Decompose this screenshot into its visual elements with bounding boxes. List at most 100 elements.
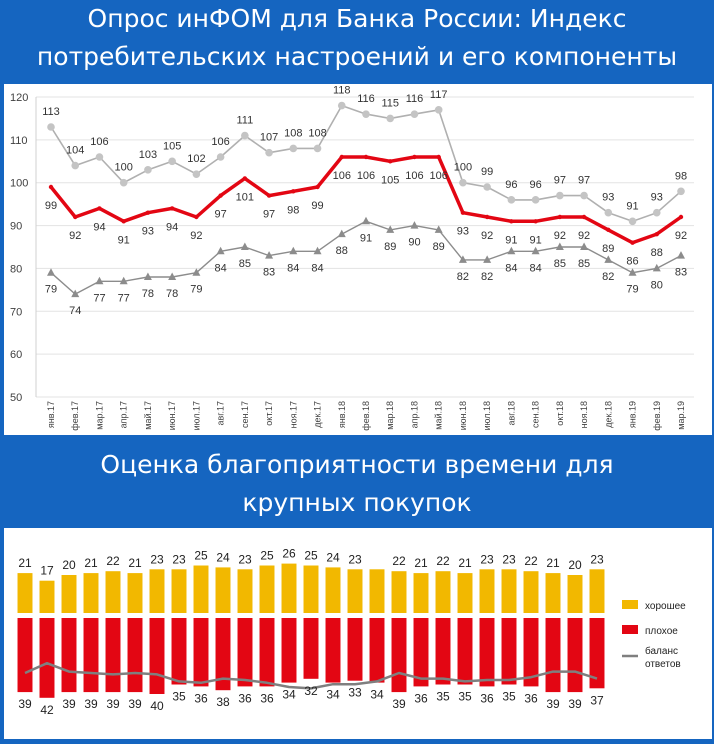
upper-series-value-label: 104 [66,145,84,157]
y-tick-label: 60 [10,349,22,361]
lower-series-point [677,251,685,259]
index-series-point [73,214,78,220]
upper-series-point [71,161,80,170]
good-value-label: 17 [40,564,54,578]
lower-series-value-label: 89 [384,241,396,253]
good-bar [215,567,231,613]
bad-bar [369,618,385,683]
bad-bar [193,618,209,687]
index-series-point [145,210,151,215]
lower-series-value-label: 78 [142,288,154,300]
chart2-legend: хорошее плохое баланс ответов [622,600,686,670]
good-bar [259,565,275,613]
upper-series-point [628,217,637,226]
index-series-value-label: 106 [405,170,423,182]
legend-good-swatch [622,600,638,609]
upper-series-point [386,114,395,123]
bad-bar [523,618,539,687]
chart1-gridlines [35,96,694,398]
upper-series-point [337,101,346,110]
bad-value-label: 36 [524,691,538,705]
lower-series-point [265,251,274,259]
index-series-value-label: 92 [578,230,590,242]
y-tick-label: 100 [10,178,28,190]
good-value-label: 22 [392,554,406,568]
upper-series-value-label: 105 [163,140,181,152]
bad-bar [39,618,55,698]
index-series-point [412,154,417,160]
x-tick-label: сен.17 [240,401,250,428]
x-tick-label: фев.17 [70,401,80,431]
bad-bar [171,618,187,685]
good-bar [237,569,253,613]
lower-series-point [168,272,177,280]
index-series-point [169,206,175,211]
lower-series-value-label: 77 [118,292,130,304]
bad-value-label: 39 [546,697,560,711]
upper-series-point [556,191,564,200]
good-bar [281,563,297,613]
bad-bar [567,618,583,693]
index-series-point [460,210,466,215]
index-series-point [436,154,441,160]
bad-bar [61,618,77,693]
index-series-value-label: 92 [675,230,687,242]
big-purchases-chart: 39 42 39 39 39 39 40 35 36 38 36 36 34 32 34 33 34 39 36 35… [17,547,686,717]
index-series-point [291,189,296,194]
upper-series-point [604,208,613,217]
index-series-value-label: 93 [142,226,154,238]
x-tick-label: апр.17 [119,401,129,428]
index-series-value-label: 91 [118,234,130,246]
x-tick-label: июл.17 [191,401,201,430]
upper-series-point [459,178,467,187]
x-tick-label: окт.18 [555,401,565,426]
index-series-point [97,206,102,211]
good-bar [39,580,55,613]
index-series-value-label: 99 [45,200,57,212]
good-value-label: 23 [348,552,362,566]
good-bar [17,573,33,613]
index-series-point [630,240,635,245]
upper-series-point [144,166,152,174]
index-series-value-label: 97 [263,209,275,221]
y-tick-label: 50 [10,392,22,404]
lower-series-value-label: 79 [45,284,57,296]
legend-bad-label: плохое [645,626,678,637]
lower-series-point [362,216,370,225]
upper-series-value-label: 118 [333,85,351,97]
upper-series-value-label: 108 [284,127,302,139]
index-series-value-label: 92 [554,230,566,242]
chart2-data-labels: 39 42 39 39 39 39 40 35 36 38 36 36 34 32 34 33 34 39 36 35… [18,547,604,717]
index-series-value-label: 91 [505,234,517,246]
chart2-title-line1: Оценка благоприятности времени для [100,450,614,479]
bad-value-label: 39 [18,697,32,711]
x-tick-label: июл.18 [482,401,492,430]
upper-series-point [289,144,298,153]
lower-series-point [386,225,395,233]
index-series-point [242,176,248,181]
bad-bar [347,618,363,681]
lower-series-point [555,242,564,250]
good-bar [149,569,165,613]
good-bar [413,573,429,613]
upper-series-value-label: 100 [454,162,472,174]
y-tick-label: 120 [10,92,28,104]
index-series-value-label: 106 [333,170,351,182]
index-series-point [315,184,320,190]
bad-bar [589,618,605,689]
good-value-label: 21 [128,556,142,570]
good-value-label: 21 [546,556,560,570]
index-series-point [678,214,684,220]
bad-bar [259,618,275,687]
upper-series-point [483,183,491,191]
x-tick-label: окт.17 [264,401,274,426]
index-series-point [606,227,611,233]
x-tick-label: янв.18 [337,401,347,428]
chart1-title-line2: потребительских настроений и его компоне… [36,42,678,71]
x-tick-label: сен.18 [531,401,541,428]
upper-series-value-label: 116 [406,93,424,105]
index-series-point [581,214,587,220]
upper-series-point [119,178,128,187]
lower-series-value-label: 82 [457,271,469,283]
x-tick-label: мар.18 [385,401,395,430]
